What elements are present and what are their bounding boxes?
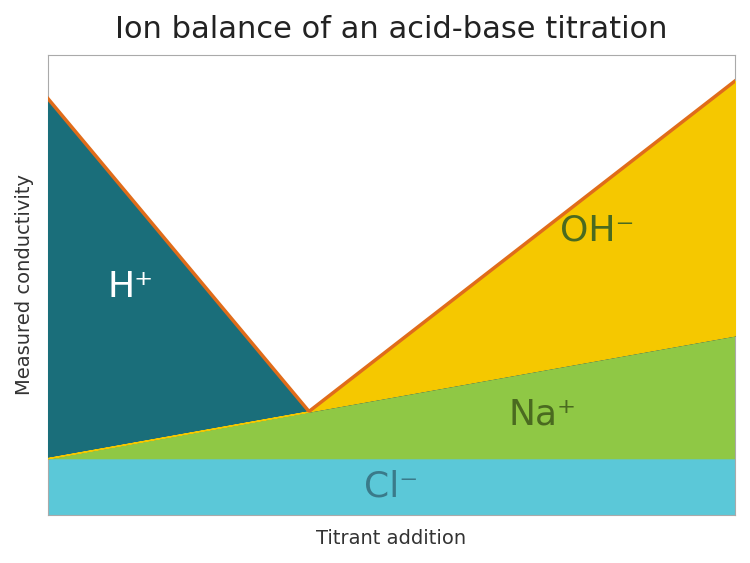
Text: Na⁺: Na⁺ bbox=[509, 397, 577, 431]
Text: OH⁻: OH⁻ bbox=[560, 213, 634, 247]
Title: Ion balance of an acid-base titration: Ion balance of an acid-base titration bbox=[116, 15, 668, 44]
Text: Cl⁻: Cl⁻ bbox=[364, 470, 419, 504]
Text: H⁺: H⁺ bbox=[107, 270, 154, 304]
Y-axis label: Measured conductivity: Measured conductivity bbox=[15, 175, 34, 395]
X-axis label: Titrant addition: Titrant addition bbox=[316, 529, 466, 548]
